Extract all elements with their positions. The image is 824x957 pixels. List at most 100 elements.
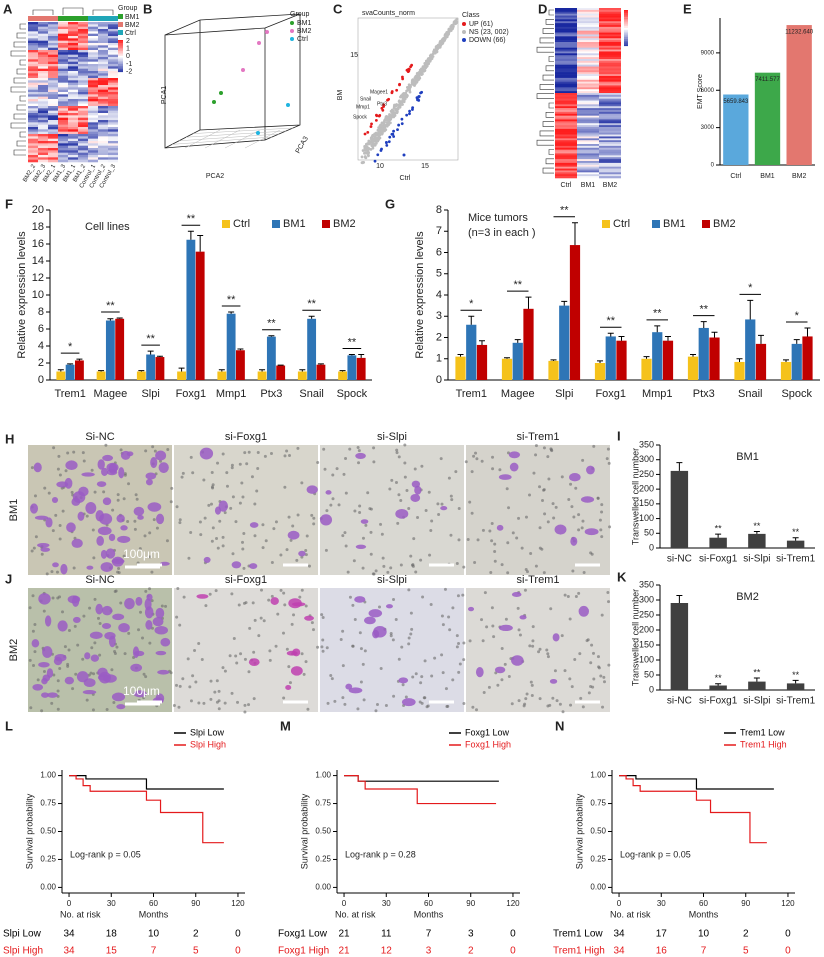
bar xyxy=(698,327,709,380)
pore xyxy=(444,687,448,691)
heat-cell xyxy=(599,47,621,50)
heat-cell xyxy=(58,73,68,76)
legend-label: Ctrl xyxy=(613,218,630,230)
heat-cell xyxy=(48,29,58,32)
pore xyxy=(178,684,182,688)
heat-cell xyxy=(58,152,68,156)
pore xyxy=(523,702,527,706)
cloud-point xyxy=(386,116,390,119)
heat-cell xyxy=(48,57,58,60)
heat-cell xyxy=(38,29,48,32)
heat-cell xyxy=(555,19,577,22)
pore xyxy=(600,510,604,514)
cloud-point xyxy=(363,155,367,159)
significance: ** xyxy=(267,318,276,330)
cell xyxy=(117,535,131,543)
colorbar xyxy=(624,19,628,21)
x-tick-label: 120 xyxy=(506,899,520,908)
heat-cell xyxy=(599,28,621,31)
legend-swatch xyxy=(272,220,280,228)
pore xyxy=(606,447,610,451)
pore xyxy=(28,606,32,610)
bar xyxy=(136,371,146,380)
heat-cell xyxy=(88,61,98,65)
colorbar xyxy=(118,64,123,66)
cloud-point xyxy=(415,96,419,100)
pore xyxy=(530,683,534,687)
legend-title: Group xyxy=(118,5,138,12)
pore xyxy=(243,710,247,714)
heat-cell xyxy=(555,47,577,50)
heat-cell xyxy=(58,66,68,69)
x-tick-label: Trem1 xyxy=(456,388,487,400)
value-label: 5659.843 xyxy=(723,99,749,105)
heat-cell xyxy=(108,127,118,130)
pore xyxy=(236,700,240,704)
image-title: Si-NC xyxy=(85,574,114,586)
pore xyxy=(455,634,459,638)
pore xyxy=(608,525,612,529)
pore xyxy=(534,453,538,457)
heat-cell xyxy=(78,40,88,44)
heat-cell xyxy=(58,157,68,160)
cell xyxy=(306,485,318,494)
pore xyxy=(240,540,244,544)
heat-cell xyxy=(577,62,599,65)
heat-cell xyxy=(28,110,38,114)
pore xyxy=(589,551,593,555)
legend-label: Foxg1 High xyxy=(465,739,511,749)
heat-cell xyxy=(78,157,88,160)
error-bar xyxy=(147,350,154,355)
cloud-point xyxy=(363,145,367,148)
pore xyxy=(98,653,102,657)
pore xyxy=(568,617,572,621)
pore xyxy=(316,645,320,649)
heat-cell xyxy=(58,141,68,144)
x-tick-label: 0 xyxy=(617,899,622,908)
pore xyxy=(242,532,246,536)
heat-cell xyxy=(68,141,78,144)
cloud-point xyxy=(404,91,408,95)
heat-cell xyxy=(58,82,68,86)
pore xyxy=(597,666,601,670)
cell xyxy=(578,605,589,617)
cell xyxy=(150,456,158,469)
heat-cell xyxy=(78,115,88,118)
pore xyxy=(480,618,484,622)
heat-cell xyxy=(38,64,48,67)
pore xyxy=(331,497,335,501)
pore xyxy=(560,475,564,479)
legend-swatch xyxy=(290,21,294,25)
pore xyxy=(524,515,528,519)
y-tick-label: 0.75 xyxy=(590,799,606,808)
pore xyxy=(543,512,547,516)
cloud-point xyxy=(369,125,373,128)
error-bar xyxy=(643,356,650,359)
pore xyxy=(296,446,300,450)
heat-cell xyxy=(577,174,599,177)
heat-cell xyxy=(577,47,599,50)
heat-cell xyxy=(88,99,98,102)
heat-cell xyxy=(88,47,98,51)
heat-cell xyxy=(88,59,98,62)
y-tick-label: 9000 xyxy=(701,50,715,56)
pore xyxy=(476,538,480,542)
heat-cell xyxy=(88,155,98,158)
heat-cell xyxy=(88,122,98,125)
y-tick-label: 3 xyxy=(436,310,442,322)
group-bar xyxy=(58,16,68,21)
heat-cell xyxy=(98,145,108,149)
cell xyxy=(325,490,332,495)
cell xyxy=(137,515,144,520)
cloud-point xyxy=(392,129,395,133)
heat-cell xyxy=(555,76,577,79)
pore xyxy=(312,522,316,526)
pore xyxy=(396,521,400,525)
pore xyxy=(58,523,62,527)
pore xyxy=(203,516,207,520)
error-bar xyxy=(358,354,365,358)
heat-cell xyxy=(88,54,98,58)
heat-cell xyxy=(88,82,98,86)
pore xyxy=(72,450,76,454)
risk-count: 34 xyxy=(613,929,625,940)
